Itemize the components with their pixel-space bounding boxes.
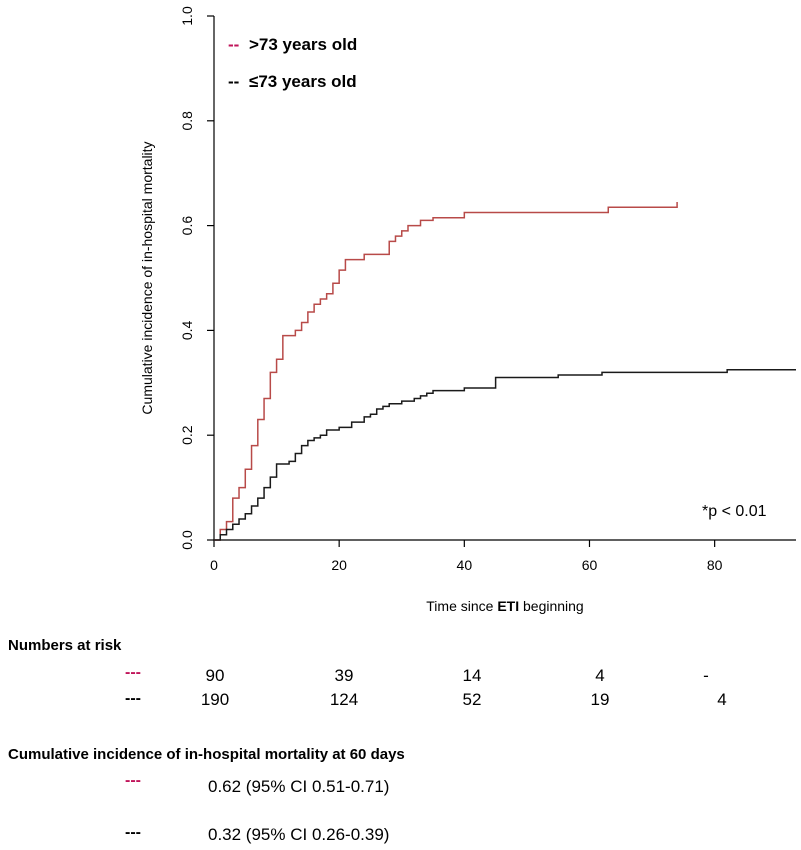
series-lines [214,202,796,541]
y-tick-label: 0.0 [179,530,195,550]
risk-older-t0: 90 [205,666,225,685]
incidence-younger-value: 0.32 (95% CI 0.26-0.39) [208,825,390,844]
x-axis-title-suffix: beginning [519,598,584,614]
risk-older-t60: 4 [595,666,605,685]
legend-label-older: >73 years old [249,35,357,54]
risk-table-title: Numbers at risk [8,637,122,654]
risk-older-t20: 39 [334,666,354,685]
plot-frame [213,16,796,541]
y-axis: 0.0 0.2 0.4 0.6 0.8 1.0 [179,6,214,550]
incidence-dash-older: --- [125,772,141,789]
risk-younger-t80: 4 [717,690,727,709]
risk-older-t40: 14 [462,666,482,685]
risk-younger-t40: 52 [462,690,482,709]
x-axis-title: Time since ETI beginning [426,598,583,614]
y-axis-title: Cumulative incidence of in-hospital mort… [139,141,155,414]
y-tick-label: 0.6 [179,216,195,236]
legend-dash-younger: -- [228,72,239,91]
y-tick-label: 0.4 [179,320,195,340]
legend-dash-older: -- [228,35,239,54]
incidence-older-value: 0.62 (95% CI 0.51-0.71) [208,777,390,796]
series-line-younger [214,368,796,541]
x-tick-label: 60 [582,557,598,573]
legend: -- >73 years old -- ≤73 years old [228,35,357,91]
x-tick-label: 0 [210,557,218,573]
x-axis: 0 20 40 60 80 [210,540,723,573]
risk-younger-t0: 190 [200,690,230,709]
x-tick-label: 80 [707,557,723,573]
y-tick-label: 0.2 [179,425,195,445]
cumulative-incidence-chart: 0.0 0.2 0.4 0.6 0.8 1.0 0 20 40 60 80 -- >73 year… [139,6,796,614]
incidence-dash-younger: --- [125,824,141,841]
series-line-older [214,202,678,541]
x-tick-label: 40 [457,557,473,573]
p-value-annotation: *p < 0.01 [702,503,767,520]
incidence-60-title: Cumulative incidence of in-hospital mort… [8,746,405,763]
y-tick-label: 0.8 [179,111,195,131]
risk-younger-t60: 19 [590,690,610,709]
x-tick-label: 20 [331,557,347,573]
risk-older-t80: - [703,666,709,685]
x-axis-title-bold: ETI [497,598,519,614]
risk-row-dash-younger: --- [125,690,141,707]
x-axis-title-prefix: Time since [426,598,497,614]
risk-row-dash-older: --- [125,664,141,681]
y-tick-label: 1.0 [179,6,195,26]
legend-label-younger: ≤73 years old [249,72,357,91]
risk-younger-t20: 124 [329,690,359,709]
